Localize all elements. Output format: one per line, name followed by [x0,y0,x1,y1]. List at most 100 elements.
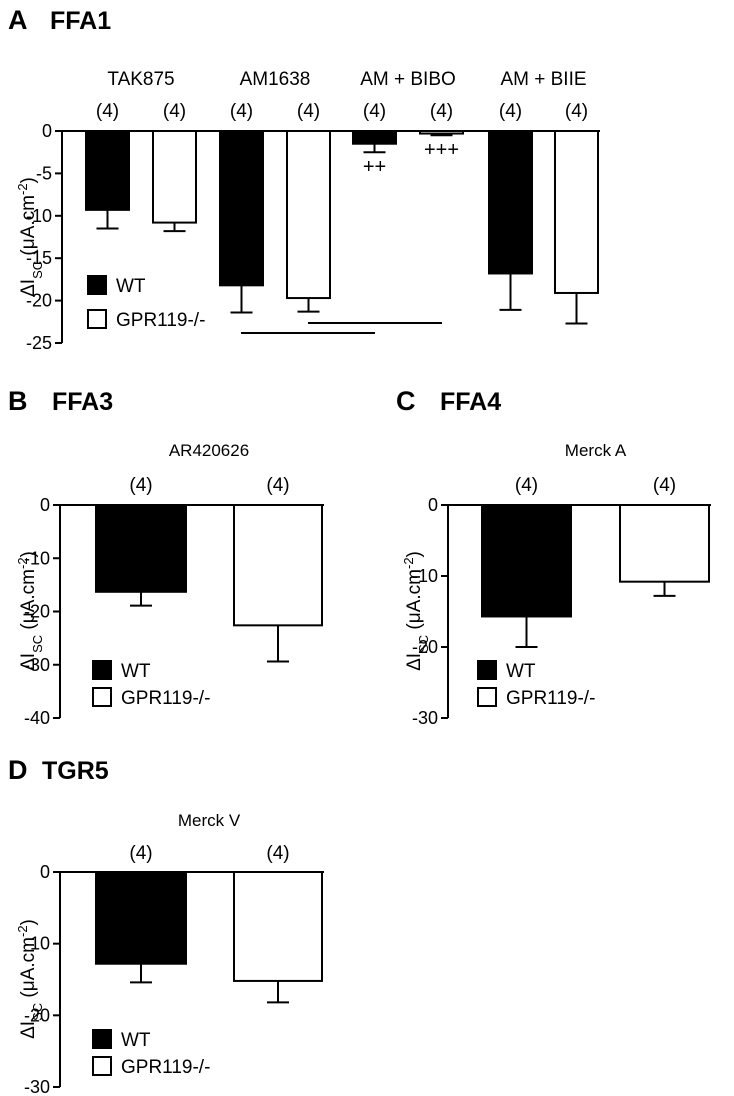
y-axis-label: ΔISC (μA.cm-2) [15,919,45,1039]
bar-gpr119-ko [286,130,331,300]
y-tick-label: 0 [428,495,438,515]
y-tick-label: -20 [24,1005,50,1025]
sample-size-label: (4) [565,101,588,122]
legend-label: GPR119-/- [121,1057,210,1078]
y-tick-label: -15 [26,248,52,268]
sample-size-label: (4) [430,101,453,122]
y-axis-label-part: (μA.cm [18,195,39,261]
category-label: Merck A [565,441,627,460]
y-axis-label-part: -2 [401,557,416,569]
y-tick-label: 0 [40,862,50,882]
y-axis-label-part: (μA.cm [18,569,39,635]
y-tick-label: -20 [26,291,52,311]
panel-c: C FFA4 0 -10 -20 -30 ΔISC (μA.cm-2) Merck A (4) (… [396,386,711,728]
category-label: AM + BIIE [500,69,586,90]
y-axis-label-part: ΔI [18,279,39,297]
legend-label: WT [506,661,536,682]
sample-size-label: (4) [297,101,320,122]
bar-gpr119-ko [554,130,599,294]
legend-swatch [87,309,107,329]
y-axis-label-part: SC [416,635,431,653]
bar-gpr119-ko [152,130,197,224]
y-axis-label-part: ) [18,919,39,925]
bar-gpr119-ko [419,130,464,135]
legend-swatch [92,1029,112,1049]
category-label: TAK875 [107,69,174,90]
legend-swatch [92,687,112,707]
legend-label: GPR119-/- [116,310,205,331]
legend-label: WT [121,661,151,682]
y-axis-label-part: ) [18,551,39,557]
y-axis-label-part: SC [30,635,45,653]
category-label: Merck V [178,811,241,830]
y-axis-label-part: (μA.cm [18,937,39,1003]
panel-letter: C [396,386,416,416]
y-axis-label-part: (μA.cm [404,569,425,635]
y-tick-label: -30 [24,655,50,675]
y-axis-label-part: SC [30,261,45,279]
legend-swatch [87,275,107,295]
sample-size-label: (4) [129,843,152,864]
bar-wt [95,871,187,965]
legend-swatch [477,687,497,707]
legend-label: WT [121,1030,151,1051]
y-axis-label-part: -2 [15,925,30,937]
y-axis-label-part: ΔI [18,1021,39,1039]
y-tick-label: 0 [42,121,52,141]
legend-label: GPR119-/- [506,688,595,709]
significance-mark: ++ [363,156,386,178]
bar-gpr119-ko [233,871,323,982]
bar-gpr119-ko [619,504,710,583]
y-tick-label: -30 [412,708,438,728]
legend-swatch [92,660,112,680]
y-tick-label: -10 [412,566,438,586]
significance-mark: +++ [424,139,459,161]
sample-size-label: (4) [266,843,289,864]
y-tick-label: -10 [26,206,52,226]
bar-wt [488,130,533,275]
legend-swatch [92,1056,112,1076]
bar-wt [481,504,572,618]
y-tick-label: -20 [412,637,438,657]
sample-size-label: (4) [363,101,386,122]
sample-size-label: (4) [163,101,186,122]
panel-title: FFA3 [52,388,113,416]
y-tick-label: 0 [40,495,50,515]
bar-wt [95,504,187,593]
category-label: AM + BIBO [360,69,456,90]
y-axis-label-part: ) [18,177,39,183]
sample-size-label: (4) [515,475,538,496]
category-label: AM1638 [240,69,311,90]
y-axis-label: ΔISC (μA.cm-2) [401,551,431,671]
panel-a: A FFA1 0 -5 -10 -15 -20 -25 ΔISC (μA.cm-2) TAK875… [8,5,600,353]
panel-b: B FFA3 0 -10 -20 -30 -40 ΔISC (μA.cm-2) AR420626… [8,386,324,728]
bar-wt [219,130,264,287]
y-tick-label: -10 [24,934,50,954]
y-tick-label: -20 [24,602,50,622]
y-axis-label-part: ΔI [404,653,425,671]
sample-size-label: (4) [230,101,253,122]
y-axis-label: ΔISC (μA.cm-2) [15,177,45,297]
panel-letter: D [8,755,28,785]
legend-swatch [477,660,497,680]
panel-title: FFA1 [50,7,111,35]
sample-size-label: (4) [129,475,152,496]
y-tick-label: -40 [24,708,50,728]
sample-size-label: (4) [653,475,676,496]
y-tick-label: -5 [36,163,52,183]
panel-title: FFA4 [440,388,501,416]
sample-size-label: (4) [266,475,289,496]
panel-title: TGR5 [42,757,109,785]
y-axis-label: ΔISC (μA.cm-2) [15,551,45,671]
bar-gpr119-ko [233,504,323,627]
y-tick-label: -30 [24,1077,50,1096]
y-axis-label-part: -2 [15,557,30,569]
sample-size-label: (4) [96,101,119,122]
y-tick-label: -25 [26,333,52,353]
legend-label: GPR119-/- [121,688,210,709]
y-axis-label-part: SC [30,1003,45,1021]
bar-wt [352,130,397,145]
bar-wt [85,130,130,211]
y-axis-label-part: ΔI [18,653,39,671]
